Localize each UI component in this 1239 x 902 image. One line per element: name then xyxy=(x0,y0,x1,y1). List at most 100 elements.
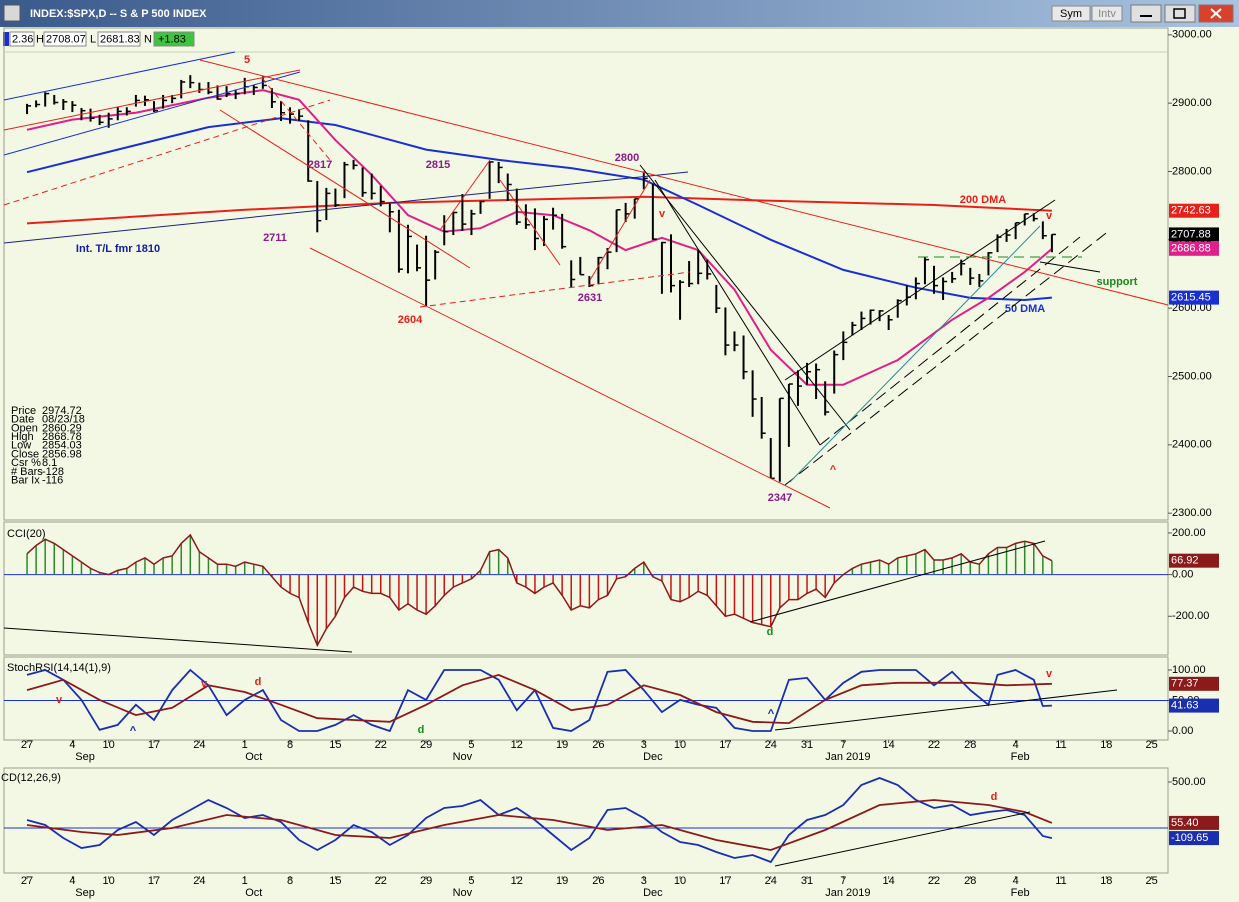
x-tick-label: 18 xyxy=(1100,875,1112,887)
x-tick-label: 10 xyxy=(103,739,115,751)
x-tick-label: 18 xyxy=(1100,739,1112,751)
value-flag xyxy=(1169,290,1219,305)
quote-box xyxy=(97,31,141,47)
x-tick-label: 25 xyxy=(1146,739,1158,751)
value-flag-label: 66.92 xyxy=(1171,555,1199,567)
info-label: Csr % xyxy=(11,457,41,469)
annotation: v xyxy=(1046,210,1053,222)
x-tick-label: 29 xyxy=(420,739,432,751)
x-tick-label: 17 xyxy=(148,739,160,751)
info-label: Price xyxy=(11,405,36,417)
info-label: Open xyxy=(11,422,38,434)
annotation: 2631 xyxy=(578,292,602,304)
y-tick-label: 2600.00 xyxy=(1172,302,1212,314)
maximize-button[interactable] xyxy=(1164,4,1196,23)
series-line xyxy=(26,777,1053,864)
x-tick-label: 29 xyxy=(420,875,432,887)
minimize-button[interactable] xyxy=(1130,4,1162,23)
sym-button[interactable] xyxy=(1051,5,1091,22)
x-tick-label: 22 xyxy=(928,875,940,887)
quote-marker xyxy=(3,32,9,46)
annotation: v xyxy=(56,694,63,706)
quote-low: 2681.83 xyxy=(100,33,140,45)
series-line xyxy=(26,673,1052,725)
panel-borders xyxy=(3,27,1169,874)
series-line xyxy=(26,195,1052,225)
series-label: 200 DMA xyxy=(960,194,1007,206)
info-label: Low xyxy=(11,440,31,452)
annotation: ^ xyxy=(830,464,837,476)
info-label: # Bars xyxy=(11,466,43,478)
annotation: d xyxy=(991,791,998,803)
y-tick-label: 2900.00 xyxy=(1172,97,1212,109)
x-tick-label: 22 xyxy=(375,875,387,887)
y-tick-label: 3000.00 xyxy=(1172,29,1212,41)
x-tick-label: 4 xyxy=(69,875,75,887)
window-title: INDEX:$SPX,D -- S & P 500 INDEX xyxy=(30,8,207,20)
month-label: Oct xyxy=(245,751,262,763)
x-tick-label: 3 xyxy=(641,875,647,887)
quote-box xyxy=(153,31,195,47)
x-tick-label: 11 xyxy=(1055,875,1066,887)
y-tick-label: 2300.00 xyxy=(1172,507,1212,519)
month-label: Oct xyxy=(245,887,262,899)
x-tick-label: 4 xyxy=(1013,739,1019,751)
annotation: d xyxy=(418,724,425,736)
y-tick-label: 0.00 xyxy=(1172,725,1193,737)
quote-change-key: N xyxy=(144,33,152,45)
x-tick-label: 17 xyxy=(719,739,731,751)
trend-lines xyxy=(3,51,1169,867)
x-tick-label: 12 xyxy=(511,739,523,751)
quote-box xyxy=(43,31,87,47)
x-tick-label: 8 xyxy=(287,739,293,751)
info-value: 2856.98 xyxy=(42,448,82,460)
x-tick-label: 22 xyxy=(375,739,387,751)
annotation: 2800 xyxy=(615,152,639,164)
x-tick-label: 1 xyxy=(242,875,248,887)
quote-low-key: L xyxy=(90,33,96,45)
x-tick-label: 14 xyxy=(883,739,895,751)
cci-line xyxy=(26,533,1053,648)
value-flag-label: 41.63 xyxy=(1171,700,1199,712)
x-tick-label: 19 xyxy=(556,739,568,751)
y-tick-label: 2800.00 xyxy=(1172,165,1212,177)
intv-label[interactable]: Intv xyxy=(1098,8,1116,20)
month-label: Jan 2019 xyxy=(825,887,870,899)
info-value: -128 xyxy=(42,466,64,478)
panel-title: CD(12,26,9) xyxy=(1,772,61,784)
quote-change: +1.83 xyxy=(158,33,186,45)
info-value: -116 xyxy=(42,475,63,487)
annotation: 2815 xyxy=(426,159,450,171)
value-flag xyxy=(1169,553,1219,568)
month-label: Nov xyxy=(453,751,473,763)
info-label: High xyxy=(11,431,34,443)
value-flag xyxy=(1169,227,1219,242)
x-tick-label: 17 xyxy=(719,875,731,887)
month-label: Sep xyxy=(75,751,95,763)
info-value: 8.1 xyxy=(42,457,57,469)
annotation: ^ xyxy=(768,708,775,720)
series-line xyxy=(26,668,1052,733)
sym-label[interactable]: Sym xyxy=(1060,8,1082,20)
annotation: 2817 xyxy=(308,159,332,171)
info-value: 2854.03 xyxy=(42,440,82,452)
annotation: 2604 xyxy=(398,314,423,326)
y-tick-label: 200.00 xyxy=(1172,527,1206,539)
quote-open: 2.36 xyxy=(12,33,33,45)
annotation: d xyxy=(255,676,262,688)
y-tick-label: 2500.00 xyxy=(1172,370,1212,382)
info-value: 2860.29 xyxy=(42,422,82,434)
title-bar xyxy=(0,0,1239,27)
intv-button[interactable] xyxy=(1091,5,1123,22)
y-tick-label: 0.00 xyxy=(1172,569,1193,581)
app-icon xyxy=(3,4,21,22)
annotation: ^ xyxy=(130,725,137,737)
quote-high: 2708.07 xyxy=(46,33,86,45)
x-tick-label: 5 xyxy=(468,875,474,887)
info-value: 2974.72 xyxy=(42,405,82,417)
series-label: 50 DMA xyxy=(1005,303,1045,315)
series-line xyxy=(26,89,1053,386)
x-tick-label: 28 xyxy=(964,875,976,887)
x-tick-label: 1 xyxy=(242,739,248,751)
x-tick-label: 24 xyxy=(193,739,205,751)
